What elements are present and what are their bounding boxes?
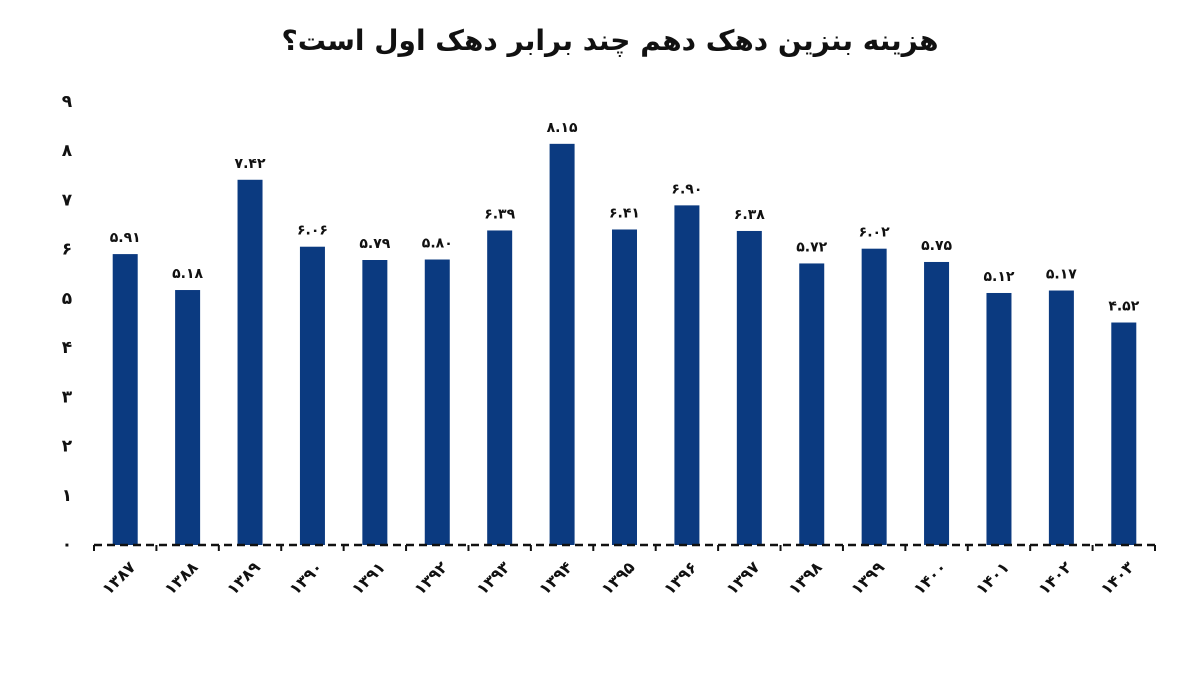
bar — [112, 254, 138, 545]
x-tick-label: ۱۳۸۸ — [161, 557, 202, 598]
x-tick-label: ۱۴۰۲ — [1034, 557, 1075, 598]
y-tick-label: ۳ — [62, 387, 73, 407]
value-label: ۶.۰۶ — [297, 223, 328, 239]
x-tick-label: ۱۴۰۰ — [910, 558, 951, 599]
value-label: ۶.۳۹ — [484, 206, 515, 222]
x-tick-label: ۱۳۹۶ — [660, 558, 701, 599]
x-tick-label: ۱۳۹۱ — [348, 558, 389, 599]
bar — [424, 259, 450, 545]
x-tick-label: ۱۳۹۵ — [597, 557, 638, 598]
bar — [612, 229, 637, 546]
chart-title: هزینه بنزین دهک دهم چند برابر دهک اول اس… — [281, 24, 938, 57]
value-label: ۶.۹۰ — [671, 181, 702, 197]
bar — [549, 143, 575, 546]
bar — [175, 290, 201, 545]
bar — [799, 263, 825, 545]
y-tick-label: ۶ — [62, 240, 72, 260]
value-label: ۶.۳۸ — [734, 207, 765, 223]
value-label: ۵.۷۵ — [921, 238, 952, 254]
bar — [299, 246, 325, 546]
x-tick-label: ۱۳۸۷ — [98, 557, 139, 598]
value-label: ۵.۱۸ — [172, 266, 203, 282]
y-tick-label: ۴ — [62, 338, 72, 358]
value-label: ۸.۱۵ — [547, 120, 578, 136]
x-tick-label: ۱۳۹۹ — [847, 557, 888, 598]
value-label: ۶.۰۲ — [859, 225, 890, 241]
x-tick-label: ۱۴۰۱ — [972, 558, 1013, 599]
y-tick-label: ۹ — [62, 92, 73, 112]
y-tick-label: ۱ — [62, 486, 72, 506]
bar — [237, 179, 263, 545]
x-tick-label: ۱۳۹۰ — [285, 558, 326, 599]
value-label: ۵.۱۲ — [983, 269, 1014, 285]
bar — [986, 292, 1012, 545]
bar — [487, 230, 513, 545]
value-label: ۵.۷۹ — [359, 236, 390, 252]
value-label: ۵.۸۰ — [422, 236, 453, 252]
y-tick-label: ۸ — [62, 141, 73, 161]
x-tick-label: ۱۴۰۳ — [1097, 557, 1138, 598]
x-tick-label: ۱۳۹۴ — [535, 557, 576, 598]
x-tick-label: ۱۳۹۷ — [722, 557, 763, 598]
x-tick-label: ۱۳۸۹ — [223, 557, 264, 598]
value-label: ۵.۱۷ — [1046, 267, 1077, 283]
bar — [736, 230, 762, 545]
bar — [362, 260, 388, 545]
x-tick-label: ۱۳۹۸ — [785, 557, 826, 598]
y-tick-label: ۲ — [62, 437, 73, 457]
bar — [1048, 290, 1074, 545]
value-label: ۷.۴۲ — [235, 156, 266, 172]
value-label: ۴.۵۲ — [1108, 299, 1139, 315]
bar — [861, 248, 887, 545]
x-tick-label: ۱۳۹۳ — [473, 557, 514, 598]
x-tick-label: ۱۳۹۲ — [410, 557, 451, 598]
value-label: ۶.۴۱ — [609, 205, 640, 221]
bar — [924, 261, 950, 545]
value-label: ۵.۹۱ — [110, 230, 141, 246]
y-tick-label: ۷ — [62, 190, 73, 210]
bar — [1111, 322, 1137, 545]
y-tick-label: ۵ — [62, 289, 72, 309]
bar — [674, 205, 700, 545]
y-tick-label: ۰ — [62, 535, 72, 555]
value-label: ۵.۷۲ — [796, 239, 827, 255]
